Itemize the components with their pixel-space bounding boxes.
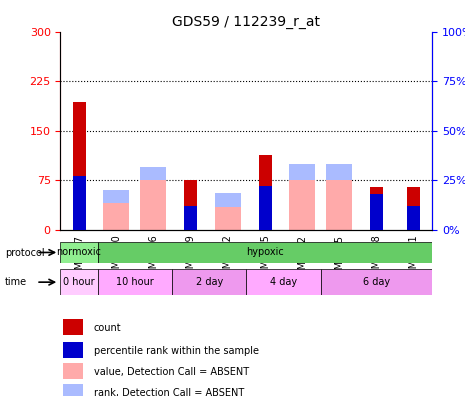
Bar	[140, 180, 166, 230]
Bar	[215, 207, 241, 230]
Bar	[326, 164, 352, 180]
Bar	[370, 187, 383, 230]
Bar	[63, 319, 83, 335]
Bar	[103, 203, 129, 230]
Text: 0 hour: 0 hour	[63, 277, 95, 287]
Bar	[98, 269, 172, 295]
Bar	[289, 164, 315, 180]
Bar	[407, 206, 420, 230]
Bar	[103, 190, 129, 203]
Text: rank, Detection Call = ABSENT: rank, Detection Call = ABSENT	[93, 388, 244, 396]
Text: time: time	[5, 277, 27, 287]
Bar	[246, 269, 321, 295]
Text: value, Detection Call = ABSENT: value, Detection Call = ABSENT	[93, 367, 249, 377]
Bar	[73, 176, 86, 230]
Bar	[215, 193, 241, 207]
Text: 4 day: 4 day	[270, 277, 297, 287]
Bar	[321, 269, 432, 295]
Bar	[60, 269, 98, 295]
Text: protocol: protocol	[5, 248, 44, 258]
Bar	[184, 206, 197, 230]
Bar	[407, 187, 420, 230]
Bar	[140, 167, 166, 180]
Title: GDS59 / 112239_r_at: GDS59 / 112239_r_at	[173, 15, 320, 29]
Bar	[370, 194, 383, 230]
Text: 6 day: 6 day	[363, 277, 390, 287]
Text: normoxic: normoxic	[57, 248, 101, 257]
Bar	[73, 102, 86, 230]
Bar	[63, 384, 83, 396]
Bar	[289, 180, 315, 230]
Bar	[63, 363, 83, 379]
Bar	[184, 180, 197, 230]
Bar	[326, 180, 352, 230]
Bar	[259, 186, 272, 230]
Bar	[259, 155, 272, 230]
Bar	[60, 242, 98, 263]
Bar	[172, 269, 246, 295]
Bar	[63, 342, 83, 358]
Text: count: count	[93, 323, 121, 333]
Text: hypoxic: hypoxic	[246, 248, 284, 257]
Text: percentile rank within the sample: percentile rank within the sample	[93, 346, 259, 356]
Text: 2 day: 2 day	[196, 277, 223, 287]
Text: 10 hour: 10 hour	[116, 277, 154, 287]
